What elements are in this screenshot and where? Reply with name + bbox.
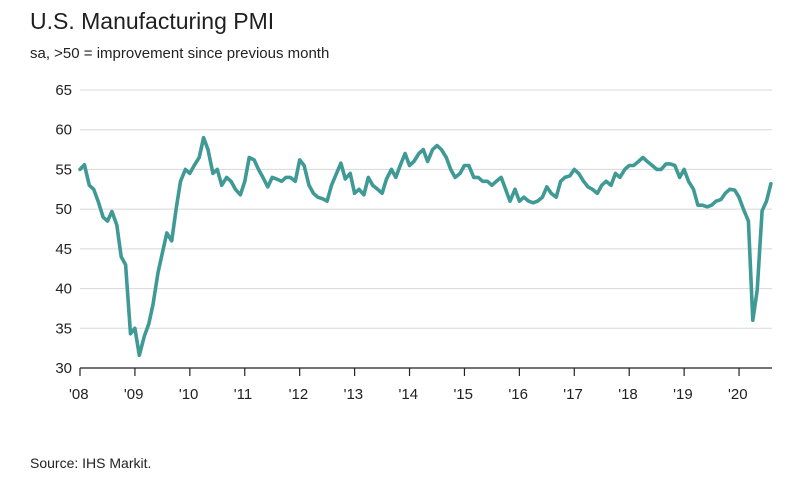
x-tick-label: '13 [344, 386, 364, 403]
x-tick-label: '09 [124, 386, 144, 403]
y-tick-label: 50 [55, 201, 72, 218]
series-layer [78, 135, 773, 358]
series-line-0 [78, 135, 773, 358]
chart-title: U.S. Manufacturing PMI [30, 8, 275, 34]
y-tick-label: 60 [55, 122, 72, 139]
y-tick-label: 55 [55, 161, 72, 178]
y-tick-label: 45 [55, 241, 72, 258]
y-axis: 30 35 40 45 50 55 60 65 [55, 82, 72, 377]
x-tick-label: '16 [508, 386, 528, 403]
gridlines [80, 89, 772, 329]
x-tick-label: '11 [234, 386, 252, 403]
x-axis: '08 '09 '10 '11 '12 '13 '14 '15 '16 '17 '18 '19 '20 [69, 367, 772, 403]
x-tick-label: '19 [673, 386, 693, 403]
x-tick-label: '10 [179, 386, 199, 403]
x-tick-label: '12 [289, 386, 309, 403]
y-tick-label: 65 [55, 82, 72, 99]
x-tick-label: '18 [618, 386, 638, 403]
x-tick-label: '15 [453, 386, 473, 403]
x-tick-label: '20 [728, 386, 748, 403]
x-tick-label: '08 [69, 386, 89, 403]
y-tick-label: 40 [55, 281, 72, 298]
x-tick-label: '14 [399, 386, 419, 403]
x-tick-label: '17 [563, 386, 583, 403]
y-tick-label: 30 [55, 360, 72, 377]
y-tick-label: 35 [55, 320, 72, 337]
chart-subtitle: sa, >50 = improvement since previous mon… [30, 45, 330, 62]
source-note: Source: IHS Markit. [30, 455, 152, 471]
